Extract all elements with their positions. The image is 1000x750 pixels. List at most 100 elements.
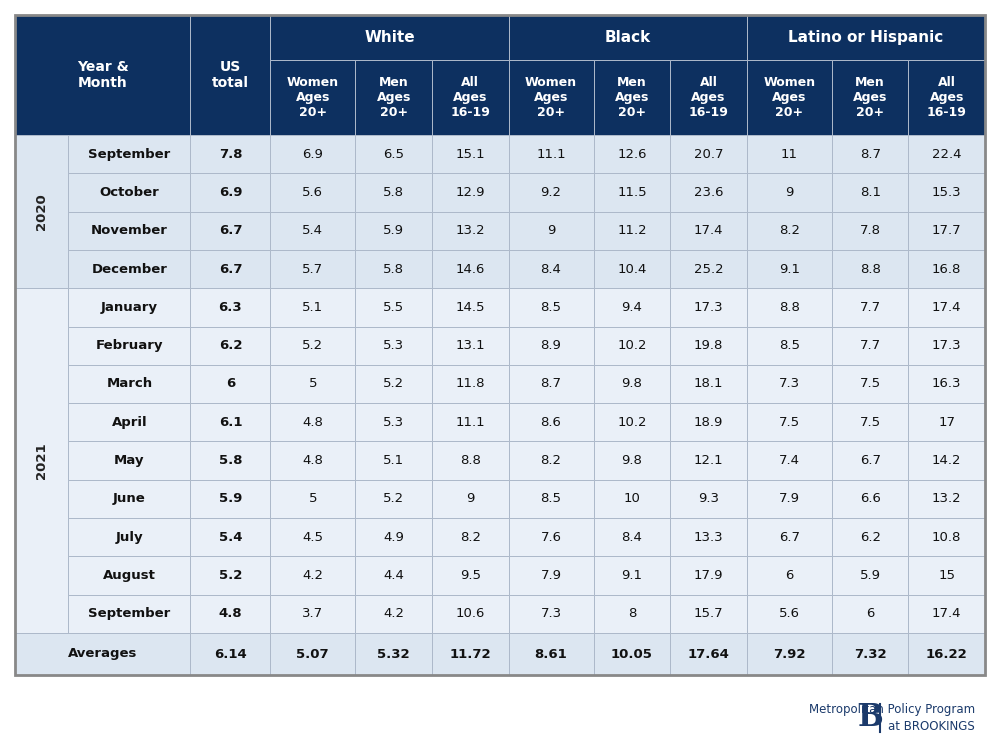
Bar	[670, 364, 747, 404]
Text: 6: 6	[866, 608, 874, 620]
Text: 17.3: 17.3	[694, 301, 723, 314]
Bar	[190, 211, 270, 250]
Text: 4.5: 4.5	[302, 531, 323, 544]
Text: 7.7: 7.7	[860, 339, 881, 352]
Bar	[432, 633, 509, 675]
Text: White: White	[364, 30, 415, 45]
Text: 15.7: 15.7	[694, 608, 723, 620]
Text: 5.9: 5.9	[383, 224, 404, 237]
Bar	[355, 633, 432, 675]
Bar	[747, 364, 832, 404]
Text: 7.7: 7.7	[860, 301, 881, 314]
Bar	[747, 173, 832, 211]
Text: 8.7: 8.7	[541, 377, 562, 391]
Text: Women
Ages
20+: Women Ages 20+	[763, 76, 815, 119]
Text: 6.3: 6.3	[219, 301, 242, 314]
Bar	[594, 556, 670, 595]
Text: 17.4: 17.4	[694, 224, 723, 237]
Text: 8.2: 8.2	[541, 454, 562, 467]
Bar	[270, 480, 355, 518]
Text: May: May	[114, 454, 145, 467]
Bar	[432, 518, 509, 556]
Bar	[670, 211, 747, 250]
Text: December: December	[91, 262, 167, 275]
Text: September: September	[88, 608, 170, 620]
Text: 7.92: 7.92	[773, 647, 806, 661]
Bar	[355, 288, 432, 326]
Text: 9.8: 9.8	[621, 454, 642, 467]
Text: 5.5: 5.5	[383, 301, 404, 314]
Text: 5.7: 5.7	[302, 262, 323, 275]
Text: 5.3: 5.3	[383, 416, 404, 429]
Text: 5.1: 5.1	[383, 454, 404, 467]
Bar	[68, 518, 190, 556]
Text: Latino or Hispanic: Latino or Hispanic	[788, 30, 944, 45]
Bar	[509, 60, 594, 135]
Text: 23.6: 23.6	[694, 186, 723, 199]
Text: 16.8: 16.8	[932, 262, 961, 275]
Text: 8.2: 8.2	[460, 531, 481, 544]
Text: 17.64: 17.64	[688, 647, 729, 661]
Text: Men
Ages
20+: Men Ages 20+	[853, 76, 887, 119]
Bar	[509, 364, 594, 404]
Bar	[670, 633, 747, 675]
Text: Men
Ages
20+: Men Ages 20+	[615, 76, 649, 119]
Text: 5.1: 5.1	[302, 301, 323, 314]
Bar	[747, 556, 832, 595]
Bar	[832, 480, 908, 518]
Bar	[432, 250, 509, 288]
Bar	[270, 250, 355, 288]
Bar	[68, 480, 190, 518]
Text: 9.1: 9.1	[621, 569, 642, 582]
Text: 9: 9	[547, 224, 555, 237]
Bar	[594, 326, 670, 364]
Bar	[355, 250, 432, 288]
Bar	[509, 326, 594, 364]
Text: Metropolitan Policy Program
at BROOKINGS: Metropolitan Policy Program at BROOKINGS	[809, 703, 975, 734]
Bar	[432, 442, 509, 480]
Bar	[432, 211, 509, 250]
Bar	[355, 60, 432, 135]
Bar	[190, 364, 270, 404]
Bar	[747, 595, 832, 633]
Bar	[432, 556, 509, 595]
Text: 5.6: 5.6	[779, 608, 800, 620]
Bar	[270, 173, 355, 211]
Bar	[670, 556, 747, 595]
Text: June: June	[113, 493, 146, 506]
Text: 12.6: 12.6	[617, 148, 647, 160]
Text: 6.14: 6.14	[214, 647, 247, 661]
Text: 17.4: 17.4	[932, 301, 961, 314]
Text: 6.7: 6.7	[219, 262, 242, 275]
Bar	[509, 442, 594, 480]
Bar	[594, 633, 670, 675]
Text: 5.9: 5.9	[219, 493, 242, 506]
Text: 7.8: 7.8	[860, 224, 881, 237]
Text: 9.3: 9.3	[698, 493, 719, 506]
Text: 5.4: 5.4	[302, 224, 323, 237]
Text: 17.4: 17.4	[932, 608, 961, 620]
Text: 7.5: 7.5	[860, 377, 881, 391]
Bar	[747, 250, 832, 288]
Bar	[908, 404, 985, 442]
Bar	[509, 595, 594, 633]
Bar	[190, 518, 270, 556]
Text: 10.2: 10.2	[617, 339, 647, 352]
Text: 2021: 2021	[35, 442, 48, 479]
Text: 7.4: 7.4	[779, 454, 800, 467]
Text: 5.9: 5.9	[860, 569, 881, 582]
Text: 9.1: 9.1	[779, 262, 800, 275]
Bar	[509, 135, 594, 173]
Bar	[270, 288, 355, 326]
Bar	[190, 556, 270, 595]
Text: 5.8: 5.8	[383, 262, 404, 275]
Text: 13.3: 13.3	[694, 531, 723, 544]
Text: 8.8: 8.8	[860, 262, 881, 275]
Text: 9: 9	[785, 186, 793, 199]
Text: 6.1: 6.1	[219, 416, 242, 429]
Bar	[908, 211, 985, 250]
Bar	[908, 288, 985, 326]
Bar	[832, 518, 908, 556]
Bar	[670, 60, 747, 135]
Text: 7.6: 7.6	[541, 531, 562, 544]
